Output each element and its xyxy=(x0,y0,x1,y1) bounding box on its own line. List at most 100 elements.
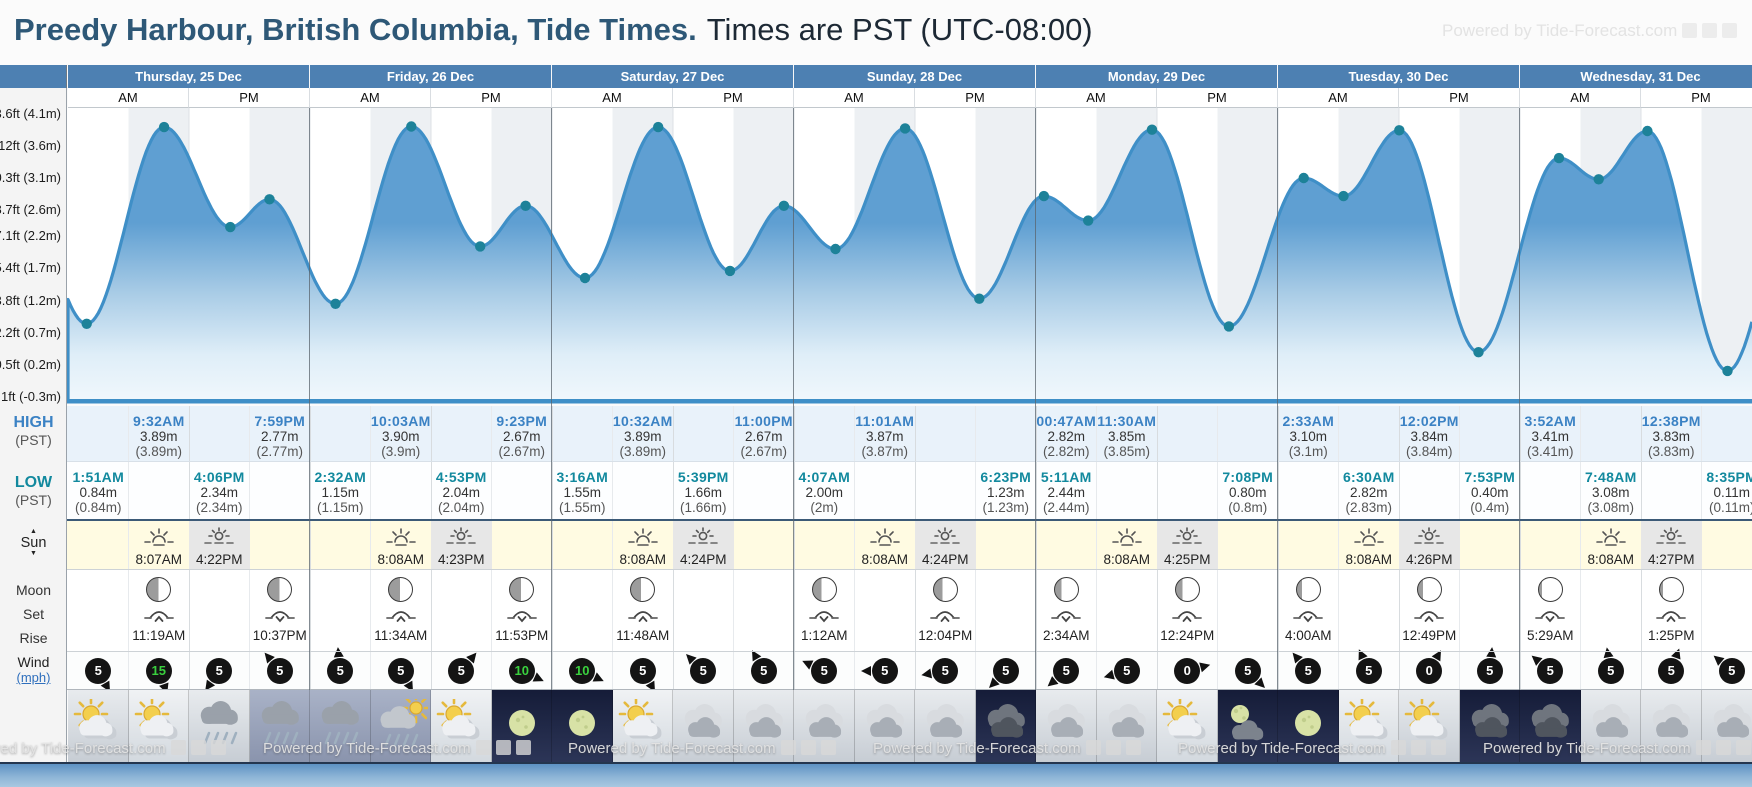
low-tide-entry: 7:08PM 0.80m (0.8m) xyxy=(1188,469,1308,515)
social-icon xyxy=(495,740,511,755)
moon-rise-time: 12:49PM xyxy=(1402,628,1457,643)
moon-phase-icon xyxy=(388,577,414,602)
weather-icon-nightcloud xyxy=(1217,690,1278,762)
moon-entry: 1:25PM xyxy=(1631,574,1711,643)
low-tide-entry: 5:39PM 1.66m (1.66m) xyxy=(643,469,763,515)
wind-badge: 5 xyxy=(1528,649,1572,693)
sunset-icon xyxy=(688,527,719,544)
am-header: AM xyxy=(794,88,915,108)
sunrise-entry: 8:08AM xyxy=(850,527,920,567)
moon-phase-icon xyxy=(1295,577,1321,602)
am-header: AM xyxy=(1520,88,1641,108)
moon-entry: 10:37PM xyxy=(240,574,320,643)
divider xyxy=(0,461,1752,462)
moon-set-icon xyxy=(1051,611,1082,623)
moon-rise-time: 11:34AM xyxy=(374,628,428,643)
low-tide-entry: 2:32AM 1.15m (1.15m) xyxy=(280,469,400,515)
low-tide-row xyxy=(0,462,1752,521)
weather-icon-cloud xyxy=(1641,690,1702,762)
tide-height-alt: (2.83m) xyxy=(1345,500,1392,515)
tide-time: 3:52AM xyxy=(1524,413,1577,429)
high-tide-entry: 12:38PM 3.83m (3.83m) xyxy=(1611,413,1731,459)
y-axis-tick: 12ft (3.6m) xyxy=(0,137,61,153)
left-label-cell xyxy=(0,462,67,521)
tide-time: 1:51AM xyxy=(72,469,125,485)
tide-time: 4:53PM xyxy=(435,469,487,485)
high-tide-entry: 9:23PM 2.67m (2.67m) xyxy=(462,413,582,459)
low-row-label: LOW (PST) xyxy=(14,474,53,508)
wind-badge: 5 xyxy=(1347,647,1391,693)
y-axis-tick: 2.2ft (0.7m) xyxy=(0,324,61,340)
high-tide-entry: 9:32AM 3.89m (3.89m) xyxy=(99,413,219,459)
sunrise-icon xyxy=(627,528,658,546)
moon-rise-time: 11:48AM xyxy=(616,628,670,643)
weather-icon-suncloud xyxy=(1157,690,1218,762)
wind-speed: 5 xyxy=(871,658,898,684)
moon-entry: 11:34AM xyxy=(361,574,441,643)
y-axis-tick: 5.4ft (1.7m) xyxy=(0,260,61,276)
divider xyxy=(0,519,1752,521)
wind-speed: 5 xyxy=(629,658,656,684)
sunrise-entry: 8:08AM xyxy=(1334,527,1404,567)
tide-height: 2.00m xyxy=(805,485,844,500)
wind-speed: 5 xyxy=(1476,658,1503,684)
pm-header: PM xyxy=(915,88,1036,108)
left-label-cell xyxy=(0,406,67,462)
weather-icon-rain xyxy=(249,690,310,762)
tide-height: 3.85m xyxy=(1107,429,1146,444)
high-tide-entry: 11:00PM 2.67m (2.67m) xyxy=(704,413,824,459)
moon-rise-time: 12:04PM xyxy=(918,628,973,643)
tide-height: 3.08m xyxy=(1591,485,1630,500)
tide-time: 3:16AM xyxy=(556,469,609,485)
moon-entry: 11:19AM xyxy=(119,574,199,643)
tide-height: 0.40m xyxy=(1470,485,1509,500)
sunrise-time: 8:08AM xyxy=(1587,552,1635,567)
mph-unit-link[interactable]: (mph) xyxy=(16,670,51,685)
moon-row-label: Moon Set Rise xyxy=(15,582,52,646)
sunset-entry: 4:24PM xyxy=(668,527,738,567)
low-tide-entry: 7:53PM 0.40m (0.4m) xyxy=(1430,469,1550,515)
weather-icon-cloud xyxy=(1036,690,1097,762)
moon-row xyxy=(0,570,1752,652)
cell-divider xyxy=(249,406,250,690)
day-boundary-line xyxy=(1277,65,1278,690)
moon-phase-icon xyxy=(630,577,656,602)
tide-time: 7:59PM xyxy=(254,413,306,429)
tide-time: 2:32AM xyxy=(314,469,367,485)
sunset-icon xyxy=(1656,527,1687,544)
cell-divider xyxy=(128,406,129,690)
social-icon xyxy=(1695,740,1711,755)
moon-set-icon xyxy=(264,611,295,623)
cell-divider xyxy=(733,406,734,690)
wind-speed: 5 xyxy=(1295,658,1322,684)
day-header: Saturday, 27 Dec xyxy=(552,65,794,88)
powered-by-watermark: Powered by Tide-Forecast.com xyxy=(1483,740,1751,758)
cell-divider xyxy=(309,406,311,690)
tide-height: 0.84m xyxy=(79,485,118,500)
tide-height: 0.11m xyxy=(1713,485,1751,500)
y-axis-tick: 8.7ft (2.6m) xyxy=(0,202,61,218)
cell-divider xyxy=(370,406,371,690)
tide-time: 8:35PM xyxy=(1706,469,1752,485)
y-axis-tick: -1.1ft (-0.3m) xyxy=(0,389,61,405)
tide-height: 1.15m xyxy=(321,485,360,500)
tide-time: 5:11AM xyxy=(1040,469,1092,485)
watermark-text: Powered by Tide-Forecast.com xyxy=(1442,21,1678,40)
am-header: AM xyxy=(552,88,673,108)
tide-height-alt: (1.55m) xyxy=(558,500,606,515)
sunset-time: 4:24PM xyxy=(679,552,727,567)
tide-time: 00:47AM xyxy=(1036,413,1097,429)
divider xyxy=(0,651,1752,652)
powered-by-watermark-top: Powered by Tide-Forecast.com xyxy=(1442,21,1738,41)
wind-badge: 5 xyxy=(197,649,241,694)
wind-badge: 5 xyxy=(439,649,483,693)
pm-header: PM xyxy=(1641,88,1752,108)
sunrise-entry: 8:08AM xyxy=(608,527,678,567)
social-icon xyxy=(1702,23,1718,38)
weather-icon-darkcloud xyxy=(1459,690,1520,762)
pm-header: PM xyxy=(189,88,310,108)
wind-badge: 5 xyxy=(1468,646,1512,693)
pm-header: PM xyxy=(431,88,552,108)
low-tide-entry: 7:48AM 3.08m (3.08m) xyxy=(1551,469,1671,515)
sun-row xyxy=(0,521,1752,570)
